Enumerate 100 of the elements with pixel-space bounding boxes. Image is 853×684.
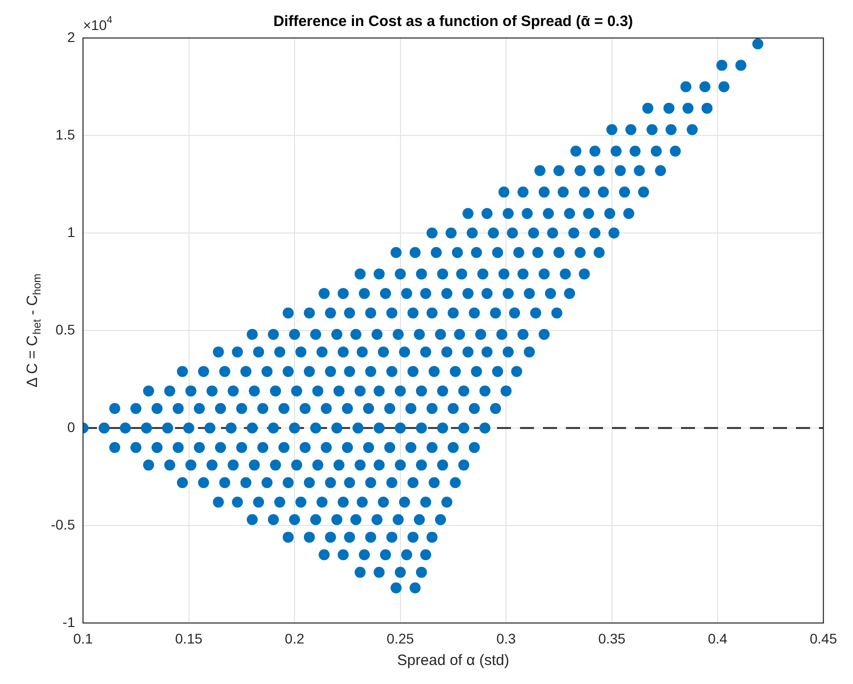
point [437,422,448,434]
point [324,532,336,543]
point [450,366,461,377]
point [342,442,353,453]
point [606,124,618,136]
y-tick-label: 2 [67,28,76,45]
point [342,403,353,414]
point [458,422,470,434]
point [479,422,490,434]
point [666,124,677,136]
point [363,403,374,414]
point [140,422,152,434]
chart-title: Difference in Cost as a function of Spread (ᾱ = 0.3) [273,13,634,30]
point [374,268,385,280]
point [558,186,569,198]
point [524,346,535,358]
point [380,549,391,560]
point [248,385,260,396]
point [262,366,273,377]
point [410,582,421,594]
point [374,566,385,578]
point [130,403,142,414]
point [246,422,258,434]
point [204,422,216,434]
point [390,582,402,594]
point [338,346,349,358]
point [410,247,421,258]
point [530,307,542,318]
point [420,288,432,299]
point [454,328,466,340]
point [604,208,616,219]
point [392,328,404,340]
point [532,247,544,258]
point [354,566,366,578]
point [390,247,402,258]
point [262,477,273,488]
point [441,346,452,358]
point [430,247,442,258]
point [240,366,252,377]
point [354,385,366,396]
point [416,385,427,396]
point [320,442,332,453]
point [686,124,698,136]
point [498,268,510,280]
point [270,460,281,471]
point [365,477,376,488]
point [354,460,366,471]
point [372,328,383,340]
point [646,124,658,136]
point [120,422,131,434]
y-tick-label: -0.5 [50,516,76,532]
point [109,442,120,453]
point [289,514,300,526]
point [401,288,412,299]
point [212,496,224,508]
point [405,403,416,414]
point [502,346,514,358]
point [172,403,184,414]
point [310,514,322,526]
point [344,532,356,543]
y-tick-label: 0.5 [56,321,76,338]
point [437,268,448,280]
point [568,228,580,238]
point [194,442,205,453]
point [524,288,535,299]
point [344,477,356,488]
point [354,268,366,280]
point [232,496,243,508]
point [374,385,385,396]
point [274,346,286,358]
point [475,328,486,340]
point [594,247,605,258]
point [194,403,205,414]
point [386,307,398,318]
point [470,247,482,258]
point [702,102,713,114]
point [405,442,416,453]
point [466,228,478,238]
point [384,442,396,453]
point [365,307,376,318]
point [608,228,620,238]
point [663,102,674,114]
point [228,385,239,396]
x-tick-label: 0.3 [496,630,516,646]
point [578,186,590,198]
point [394,385,406,396]
point [670,146,681,157]
point [589,228,600,238]
point [392,514,404,526]
point [414,514,425,526]
point [513,247,524,258]
point [610,146,622,157]
point [477,268,488,280]
point [304,532,315,543]
point [414,328,425,340]
point [426,532,438,543]
point [547,228,558,238]
point [399,346,410,358]
point [268,514,279,526]
point [358,288,370,299]
